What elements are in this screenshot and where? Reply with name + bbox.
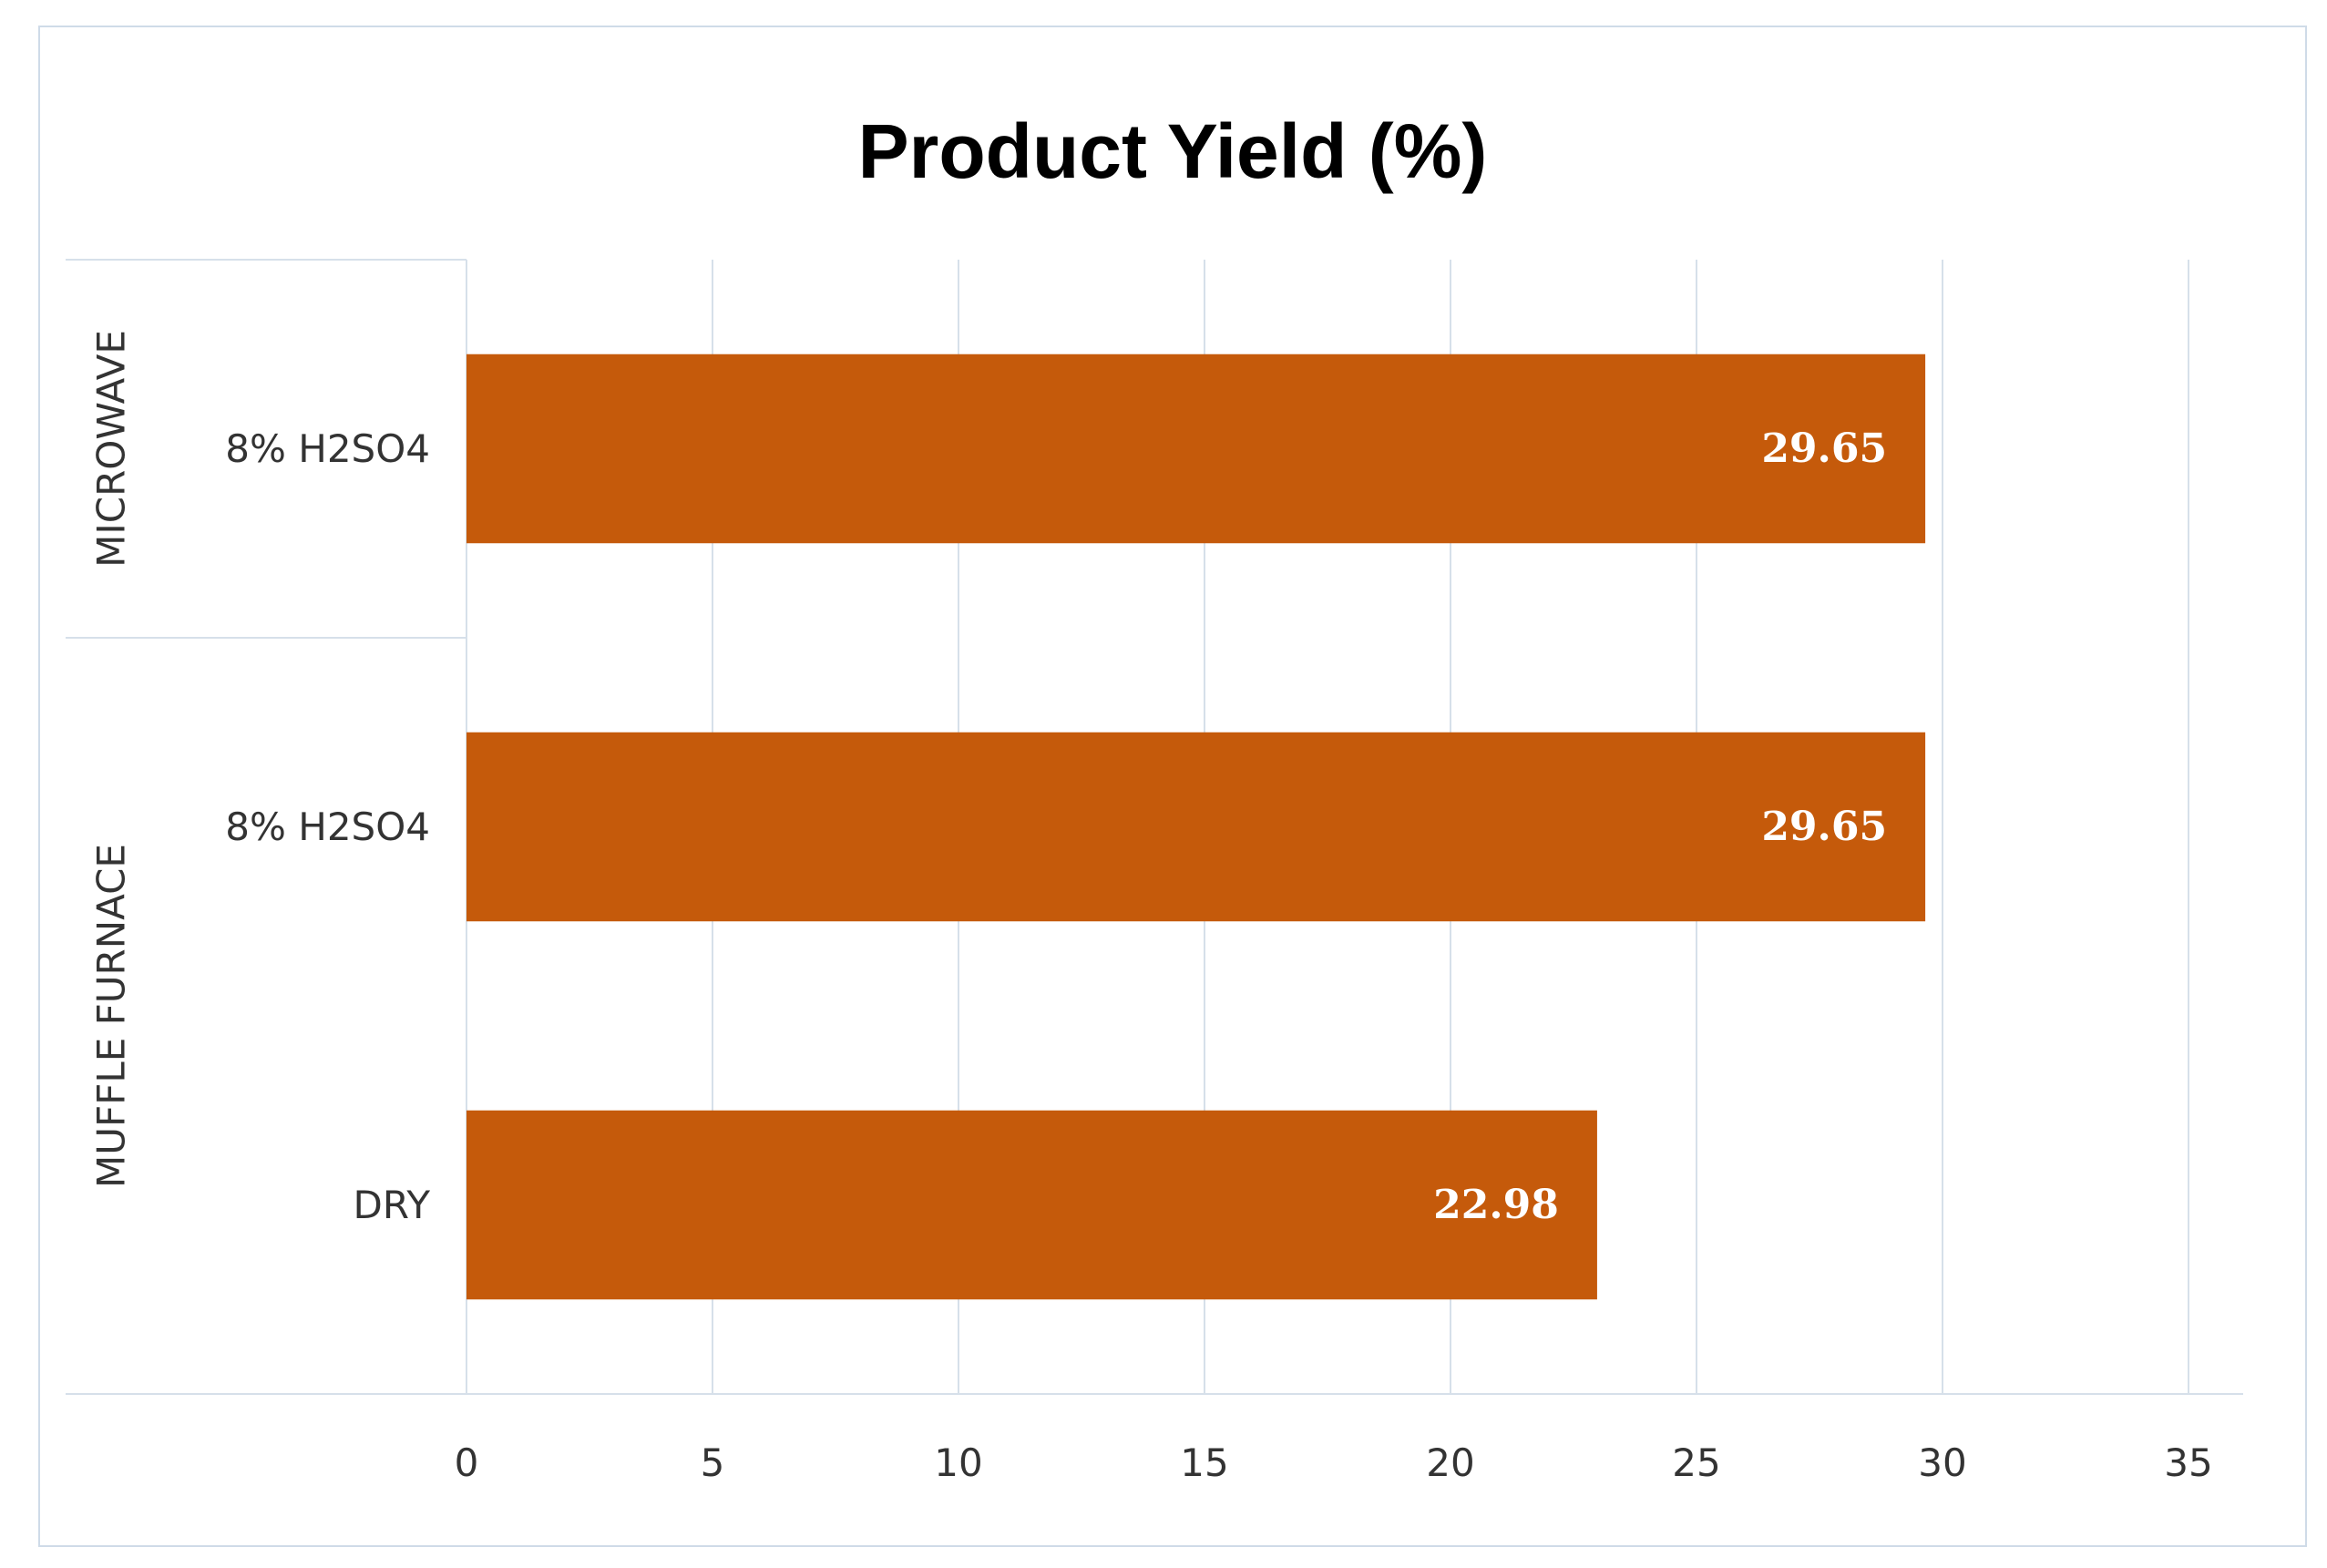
x-tick-label-35: 35 <box>2164 1440 2212 1485</box>
x-tick-label-15: 15 <box>1180 1440 1228 1485</box>
chart-svg: Product Yield (%) MICROWAVE MUFFLE FURNAC… <box>66 108 2243 1485</box>
data-label-3: 22.98 <box>1433 1182 1559 1228</box>
x-tick-label-5: 5 <box>701 1440 725 1485</box>
data-labels: 29.65 29.65 22.98 <box>1433 425 1887 1228</box>
bar-3 <box>466 1110 1597 1300</box>
category-label-1: 8% H2SO4 <box>225 426 430 471</box>
x-tick-label-25: 25 <box>1672 1440 1720 1485</box>
category-label-3: DRY <box>354 1183 431 1227</box>
category-axis: MICROWAVE MUFFLE FURNACE 8% H2SO4 8% H2SO4 D… <box>66 259 2243 1395</box>
x-tick-label-30: 30 <box>1918 1440 1966 1485</box>
category-label-2: 8% H2SO4 <box>225 804 430 849</box>
x-tick-label-0: 0 <box>455 1440 479 1485</box>
chart-title: Product Yield (%) <box>858 108 1488 194</box>
chart-frame: Product Yield (%) MICROWAVE MUFFLE FURNAC… <box>38 26 2307 1547</box>
data-label-2: 29.65 <box>1761 804 1887 850</box>
bar-2 <box>466 732 1926 922</box>
group-label-muffle-furnace: MUFFLE FURNACE <box>89 844 134 1188</box>
data-label-1: 29.65 <box>1761 425 1887 472</box>
x-tick-label-20: 20 <box>1426 1440 1474 1485</box>
group-label-microwave: MICROWAVE <box>89 330 134 568</box>
bars <box>466 354 1926 1300</box>
x-axis-ticks: 0 5 10 15 20 25 30 35 <box>455 1440 2213 1485</box>
x-tick-label-10: 10 <box>934 1440 982 1485</box>
bar-1 <box>466 354 1926 544</box>
